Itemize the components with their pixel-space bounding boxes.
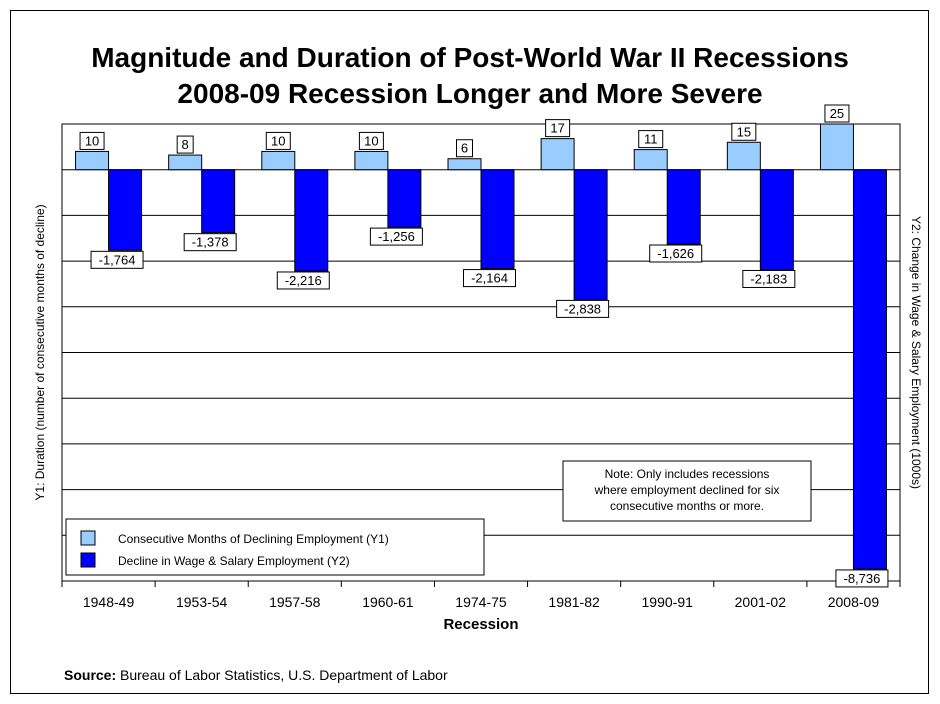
y2-axis-title: Y2: Change in Wage & Salary Employment (… — [909, 216, 923, 489]
duration-label-box — [176, 135, 194, 154]
bar-duration — [633, 149, 668, 171]
bar-duration — [540, 138, 575, 171]
x-tick-label: 1974-75 — [455, 594, 507, 610]
employment-label-box — [742, 269, 796, 288]
duration-label: 10 — [364, 133, 378, 148]
bar-employment — [387, 169, 422, 228]
employment-label-box — [276, 271, 330, 290]
x-tick-label: 1948-49 — [83, 594, 135, 610]
x-tick-label: 2008-09 — [828, 594, 880, 610]
x-tick-label: 1981-82 — [548, 594, 600, 610]
bar-duration — [819, 123, 854, 171]
legend — [65, 518, 485, 576]
legend-label: Decline in Wage & Salary Employment (Y2) — [118, 554, 350, 568]
source-label: Source: — [64, 667, 117, 683]
bar-employment — [480, 169, 515, 270]
employment-label: -2,216 — [285, 273, 322, 288]
source-note: Source: Bureau of Labor Statistics, U.S.… — [64, 667, 448, 683]
duration-label: 15 — [737, 124, 751, 139]
bar-duration — [75, 150, 110, 171]
note-box — [562, 460, 812, 522]
bar-duration — [261, 150, 296, 171]
x-tick-label: 1960-61 — [362, 594, 414, 610]
employment-label-box — [556, 299, 610, 318]
employment-label-box — [649, 244, 703, 263]
employment-label: -2,164 — [471, 271, 508, 286]
bar-employment — [573, 169, 608, 300]
x-tick-label: 2001-02 — [735, 594, 787, 610]
note-text: where employment declined for six — [594, 483, 780, 497]
chart-title: Magnitude and Duration of Post-World War… — [91, 42, 849, 73]
bar-duration — [447, 158, 482, 171]
employment-label: -1,256 — [378, 229, 415, 244]
employment-label-box — [835, 569, 889, 588]
duration-label-box — [79, 131, 105, 150]
employment-label: -8,736 — [844, 571, 881, 586]
employment-label: -2,183 — [750, 271, 787, 286]
bar-employment — [294, 169, 329, 272]
bar-duration — [168, 154, 203, 171]
duration-label-box — [545, 119, 571, 138]
duration-label: 25 — [830, 106, 844, 121]
duration-label-box — [731, 122, 757, 141]
duration-label-box — [456, 139, 473, 158]
duration-label-box — [265, 131, 291, 150]
employment-label: -1,764 — [99, 252, 136, 267]
employment-label-box — [463, 269, 516, 288]
bar-employment — [666, 169, 701, 245]
duration-label: 8 — [182, 137, 189, 152]
bar-duration — [726, 141, 761, 171]
duration-label: 11 — [644, 132, 658, 147]
x-tick-label: 1953-54 — [176, 594, 228, 610]
duration-label-box — [358, 131, 384, 150]
duration-label-box — [824, 104, 850, 123]
legend-label: Consecutive Months of Declining Employme… — [118, 532, 389, 546]
duration-label-box — [638, 130, 664, 149]
duration-label: 10 — [85, 133, 99, 148]
bar-employment — [201, 169, 236, 234]
duration-label: 10 — [271, 133, 285, 148]
y1-axis-title: Y1: Duration (number of consecutive mont… — [33, 204, 47, 500]
legend-swatch — [80, 552, 96, 568]
legend-swatch — [80, 530, 96, 546]
bar-employment — [759, 169, 794, 270]
chart-subtitle: 2008-09 Recession Longer and More Severe — [177, 78, 763, 109]
employment-label: -1,378 — [192, 235, 229, 250]
employment-label-box — [90, 250, 144, 269]
bar-employment — [108, 169, 143, 251]
x-tick-label: 1990-91 — [642, 594, 694, 610]
employment-label-box — [369, 227, 423, 246]
bar-duration — [354, 150, 389, 171]
employment-label: -2,838 — [564, 301, 601, 316]
bar-employment — [852, 169, 887, 570]
source-text: Bureau of Labor Statistics, U.S. Departm… — [116, 667, 448, 683]
employment-label-box — [183, 233, 237, 252]
duration-label: 17 — [550, 121, 564, 136]
duration-label: 6 — [461, 141, 468, 156]
note-text: Note: Only includes recessions — [605, 467, 770, 481]
x-axis-title: Recession — [443, 616, 518, 633]
employment-label: -1,626 — [657, 246, 694, 261]
note-text: consecutive months or more. — [610, 499, 764, 513]
x-tick-label: 1957-58 — [269, 594, 321, 610]
